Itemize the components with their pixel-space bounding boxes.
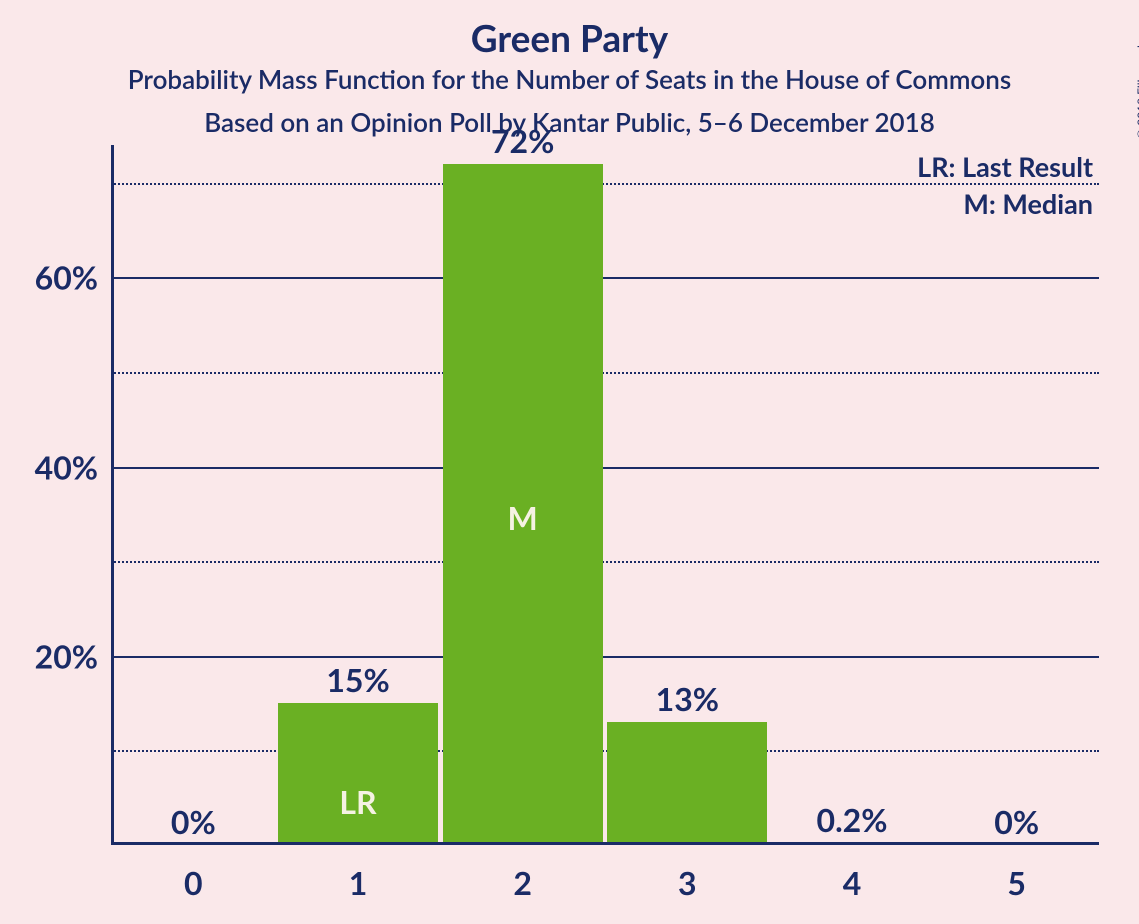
bar-value-label: 0% [994,802,1039,841]
chart-title: Green Party [0,15,1139,60]
x-axis-tick-label: 1 [349,863,368,902]
bar-value-label: 13% [656,679,719,718]
bar [607,722,767,845]
x-axis-tick-label: 0 [184,863,203,902]
y-axis [111,145,114,845]
bar-value-label: 0% [171,802,216,841]
x-axis-tick-label: 5 [1007,863,1026,902]
gridline-minor [111,372,1099,374]
x-axis [111,842,1099,845]
y-axis-tick-label: 20% [35,636,98,675]
gridline-major [111,656,1099,658]
page-root: © 2018 Filip van Laenen Green Party Prob… [0,0,1139,924]
gridline-minor [111,750,1099,752]
bar-value-label: 72% [491,121,554,160]
bar-chart: 0%15%LR72%M13%0.2%0%LR: Last ResultM: Me… [111,145,1099,845]
bar-value-label: 0.2% [817,800,888,839]
chart-subtitle-2: Based on an Opinion Poll by Kantar Publi… [0,106,1139,138]
chart-subtitle-1: Probability Mass Function for the Number… [0,63,1139,95]
gridline-minor [111,183,1099,185]
gridline-major [111,277,1099,279]
gridline-major [111,467,1099,469]
gridline-minor [111,561,1099,563]
x-axis-tick-label: 3 [678,863,697,902]
bar [278,703,438,845]
legend-entry: M: Median [963,187,1093,220]
bar-value-label: 15% [326,660,389,699]
x-axis-tick-label: 4 [843,863,862,902]
bar-inner-label: M [508,498,538,537]
y-axis-tick-label: 60% [35,258,98,297]
legend-entry: LR: Last Result [917,150,1093,183]
x-axis-tick-label: 2 [513,863,532,902]
y-axis-tick-label: 40% [35,447,98,486]
bar-inner-label: LR [339,782,376,821]
